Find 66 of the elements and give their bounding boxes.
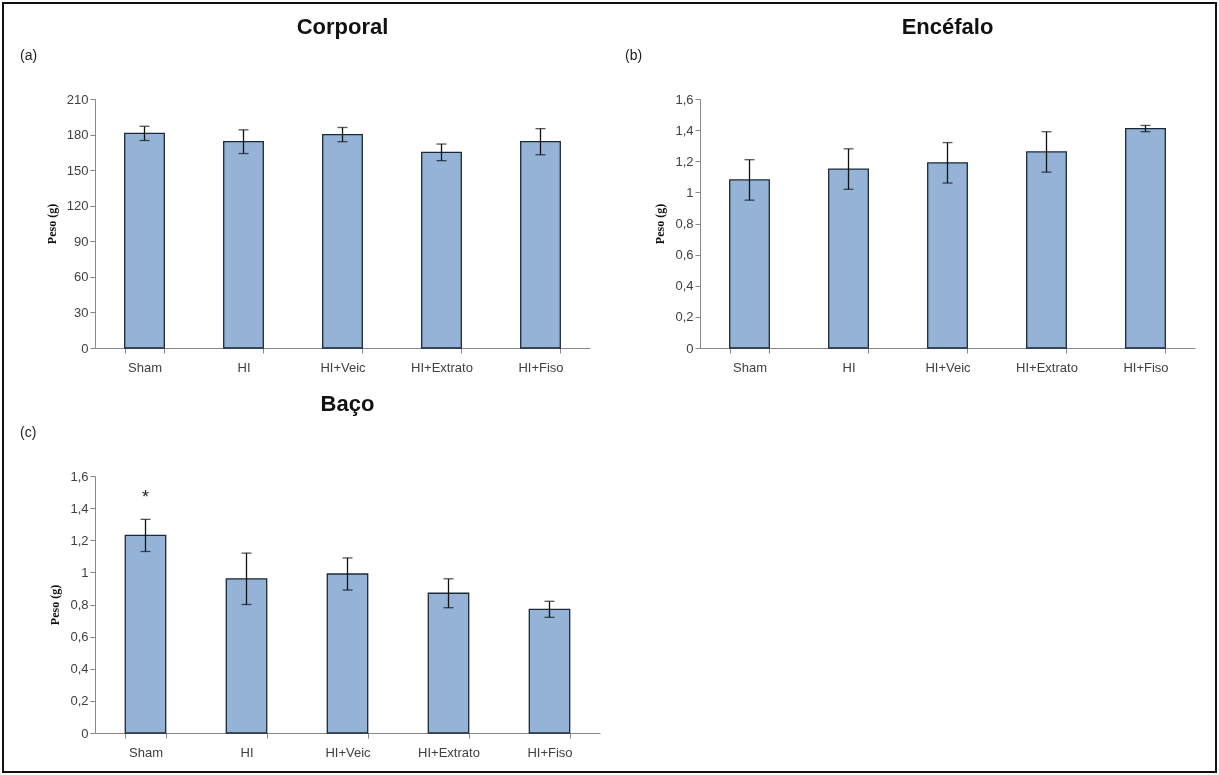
y-tick-label: 0,8 xyxy=(70,597,89,612)
bar xyxy=(421,151,462,349)
bar xyxy=(225,578,268,734)
y-tick-label: 60 xyxy=(74,269,89,285)
x-tick-label: HI+Extrato xyxy=(411,359,473,375)
y-axis-title: Peso (g) xyxy=(48,584,63,626)
y-tick-label: 0,2 xyxy=(675,309,694,325)
y-tick-label: 0,4 xyxy=(70,661,89,677)
bar xyxy=(322,133,363,349)
x-tick-label: HI+Veic xyxy=(325,744,372,760)
y-tick-label: 1 xyxy=(81,564,89,580)
y-tick-label: 0 xyxy=(81,340,89,356)
x-tick-label: HI xyxy=(842,359,856,375)
text: (a) xyxy=(20,47,38,63)
y-tick-label: 0,6 xyxy=(675,247,694,263)
bar xyxy=(1026,151,1067,349)
y-tick-label: 0 xyxy=(81,725,89,741)
y-tick-label: 1,4 xyxy=(675,122,694,138)
y-tick-label: 1,6 xyxy=(70,468,89,484)
y-axis-title: Peso (g) xyxy=(653,203,668,245)
x-tick-label: HI+Veic xyxy=(320,359,367,375)
chart-title: Encéfalo xyxy=(901,14,994,39)
y-tick-label: 0,6 xyxy=(70,629,89,645)
y-tick-label: 180 xyxy=(66,127,89,143)
x-tick-label: HI+Extrato xyxy=(418,744,480,760)
y-tick-label: 120 xyxy=(66,198,89,214)
bar xyxy=(927,162,968,349)
y-tick-label: 30 xyxy=(74,304,89,320)
x-tick-label: Sham xyxy=(129,744,163,760)
text: (c) xyxy=(20,424,37,440)
y-tick-label: 90 xyxy=(74,233,89,249)
bar xyxy=(528,608,571,734)
bar xyxy=(326,573,369,734)
y-tick-label: 0,4 xyxy=(675,278,694,294)
bar xyxy=(1125,127,1166,349)
y-tick-label: 1,2 xyxy=(70,532,89,548)
chart-title: Corporal xyxy=(296,14,389,39)
y-axis-title: Peso (g) xyxy=(44,203,59,245)
text: (b) xyxy=(625,47,643,63)
y-tick-label: 1,2 xyxy=(675,153,694,169)
bar xyxy=(520,141,561,349)
bar xyxy=(124,534,167,734)
x-tick-label: HI+Fiso xyxy=(1123,359,1169,375)
bar xyxy=(729,179,770,349)
x-tick-label: Sham xyxy=(733,359,767,375)
x-tick-label: HI+Fiso xyxy=(527,744,573,760)
y-tick-label: 1,4 xyxy=(70,500,89,516)
y-tick-label: 1,6 xyxy=(675,91,694,107)
bar xyxy=(223,141,264,349)
x-tick-label: HI+Fiso xyxy=(518,359,564,375)
y-tick-label: 0,2 xyxy=(70,693,89,709)
x-tick-label: HI+Extrato xyxy=(1016,359,1078,375)
chart-title: Baço xyxy=(320,391,375,416)
annotation: * xyxy=(141,487,150,507)
bar xyxy=(427,592,470,734)
y-tick-label: 1 xyxy=(686,184,694,200)
y-tick-label: 0 xyxy=(686,340,694,356)
y-tick-label: 150 xyxy=(66,162,89,178)
x-tick-label: HI+Veic xyxy=(925,359,972,375)
y-tick-label: 0,8 xyxy=(675,216,694,231)
x-tick-label: HI xyxy=(240,744,254,760)
x-tick-label: HI xyxy=(237,359,251,375)
bar xyxy=(124,132,165,349)
x-tick-label: Sham xyxy=(128,359,162,375)
y-tick-label: 210 xyxy=(66,91,89,107)
bar xyxy=(828,168,869,349)
